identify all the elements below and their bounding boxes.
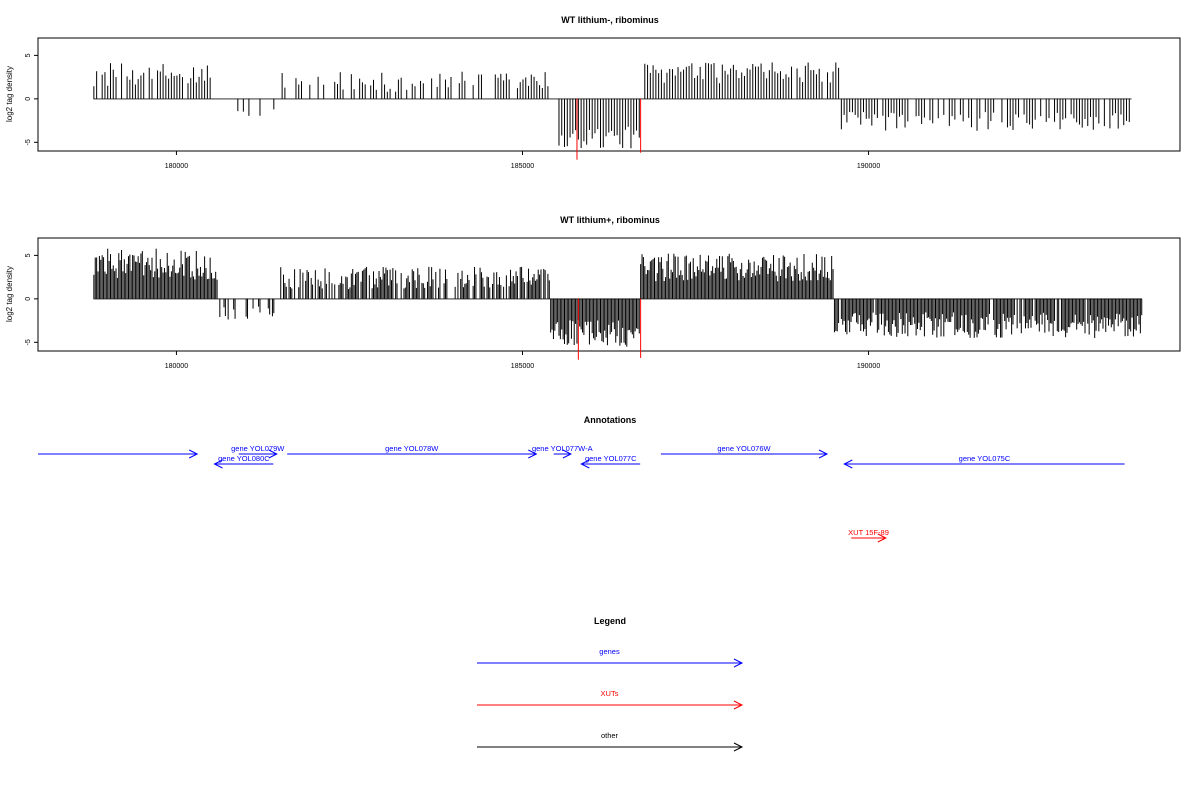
- annotation-feature: gene YOL076W: [660, 444, 829, 459]
- feature-label: gene YOL077C: [585, 454, 637, 463]
- legend-entry: XUTs: [477, 689, 744, 710]
- feature-arrow-head: [562, 449, 573, 459]
- feature-arrow-head: [188, 449, 199, 459]
- legend-arrow-head: [733, 658, 744, 668]
- x-tick-label: 185000: [511, 163, 534, 170]
- feature-label: XUT 15F-89: [848, 528, 889, 537]
- feature-arrow-head: [843, 459, 853, 469]
- panel-title: WT lithium-, ribominus: [561, 15, 659, 25]
- legend-arrow-head: [733, 700, 744, 710]
- feature-label: gene YOL075C: [959, 454, 1011, 463]
- y-tick-label: -5: [25, 139, 32, 145]
- annotations-title: Annotations: [584, 415, 637, 425]
- legend-label: genes: [599, 647, 620, 656]
- y-tick-label: 0: [25, 297, 32, 301]
- annotation-feature: gene YOL079W: [231, 444, 285, 459]
- annotation-feature: XUT 15F-89: [848, 528, 889, 543]
- feature-arrow-head: [268, 449, 278, 459]
- coverage-bars: [93, 248, 1143, 360]
- legend-entry: genes: [477, 647, 744, 668]
- legend-entries: genes XUTs other: [477, 647, 744, 752]
- feature-label: gene YOL076W: [717, 444, 771, 453]
- plot-frame: [37, 237, 1181, 352]
- x-tick-label: 180000: [165, 163, 188, 170]
- y-tick-label: 5: [25, 253, 32, 257]
- panel-title: WT lithium+, ribominus: [560, 215, 660, 225]
- legend-label: other: [601, 731, 619, 740]
- feature-arrow-head: [580, 459, 590, 469]
- x-tick-label: 180000: [165, 363, 188, 370]
- legend-panel: Legend genes XUTs other: [477, 616, 744, 752]
- feature-arrow-head: [877, 533, 887, 543]
- annotation-feature: gene YOL078W: [287, 444, 538, 459]
- feature-label: gene YOL078W: [385, 444, 439, 453]
- y-tick-label: 5: [25, 53, 32, 57]
- plot-frame: [37, 37, 1181, 152]
- x-tick-label: 190000: [857, 163, 880, 170]
- coverage-panel-lithium-minus: WT lithium-, ribominus 180000 185000 19000…: [5, 15, 1181, 170]
- coverage-bars: [93, 62, 1132, 160]
- x-tick-label: 185000: [511, 363, 534, 370]
- feature-arrow-head: [528, 449, 538, 459]
- coverage-panel-lithium-plus: WT lithium+, ribominus 180000 185000 19000…: [5, 215, 1181, 370]
- y-axis-label: log2 tag density: [5, 66, 14, 122]
- legend-label: XUTs: [601, 689, 619, 698]
- feature-arrow-head: [213, 459, 223, 469]
- y-tick-label: -5: [25, 339, 32, 345]
- y-tick-label: 0: [25, 97, 32, 101]
- annotation-feature: gene YOL080C: [213, 454, 274, 469]
- annotation-feature: [38, 449, 199, 459]
- annotation-feature: gene YOL077W-A: [532, 444, 593, 459]
- axes: 180000 185000 190000 -5 0 5: [25, 53, 880, 170]
- legend-title: Legend: [594, 616, 626, 626]
- feature-label: gene YOL079W: [231, 444, 285, 453]
- feature-label: gene YOL077W-A: [532, 444, 593, 453]
- y-axis-label: log2 tag density: [5, 266, 14, 322]
- feature-arrow-head: [818, 449, 829, 459]
- feature-label: gene YOL080C: [218, 454, 270, 463]
- annotation-feature: gene YOL077C: [580, 454, 641, 469]
- annotation-feature: gene YOL075C: [843, 454, 1125, 469]
- legend-entry: other: [477, 731, 744, 752]
- x-tick-label: 190000: [857, 363, 880, 370]
- axes: 180000 185000 190000 -5 0 5: [25, 253, 880, 370]
- legend-arrow-head: [733, 742, 744, 752]
